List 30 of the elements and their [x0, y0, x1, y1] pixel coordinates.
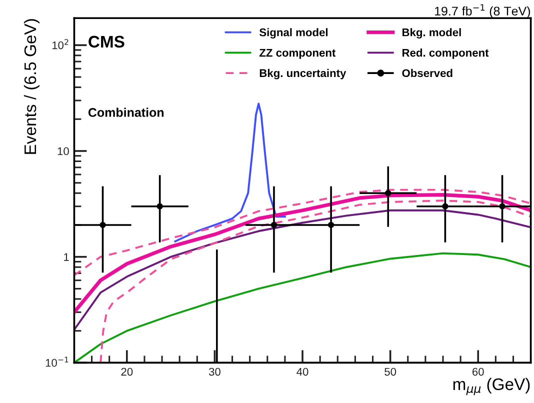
line-series: [100, 200, 531, 363]
point: [499, 203, 506, 210]
x-tick-label: 40: [296, 368, 308, 376]
point: [100, 222, 106, 228]
y-tick-label: 1: [64, 253, 69, 261]
y-tick-label: 10$^{2}$: [52, 39, 68, 50]
y-tick-label: 10$^{−1}$: [46, 356, 68, 367]
point: [442, 203, 448, 210]
legend-label: Red. component: [402, 48, 489, 59]
legend-label: ZZ component: [259, 48, 336, 59]
x-tick-label: 60: [472, 368, 484, 376]
legend-label: Bkg. uncertainty: [260, 68, 346, 80]
x-tick-label: 20: [121, 368, 133, 376]
point: [156, 203, 163, 210]
legend-label: Observed: [402, 68, 452, 78]
point: [270, 222, 278, 228]
point: [385, 190, 392, 196]
annotation: Combination: [88, 108, 164, 117]
y-tick-label: 10: [58, 147, 69, 156]
line-series: [174, 102, 286, 242]
x-tick-label: 50: [384, 368, 396, 376]
point: [328, 222, 334, 228]
legend-label: Signal model: [259, 28, 328, 39]
line-series: [74, 188, 531, 276]
legend-label: Bkg. model: [402, 28, 461, 39]
chart-title: 19.7 fb$^{−1}$ (8 TeV): [435, 4, 530, 18]
x-tick-label: 30: [208, 368, 220, 376]
x-axis-title: m$_{μμ}$ (GeV): [453, 378, 530, 396]
y-axis-title: Events / (6.5 GeV): [24, 19, 40, 154]
annotation: CMS: [88, 36, 124, 48]
